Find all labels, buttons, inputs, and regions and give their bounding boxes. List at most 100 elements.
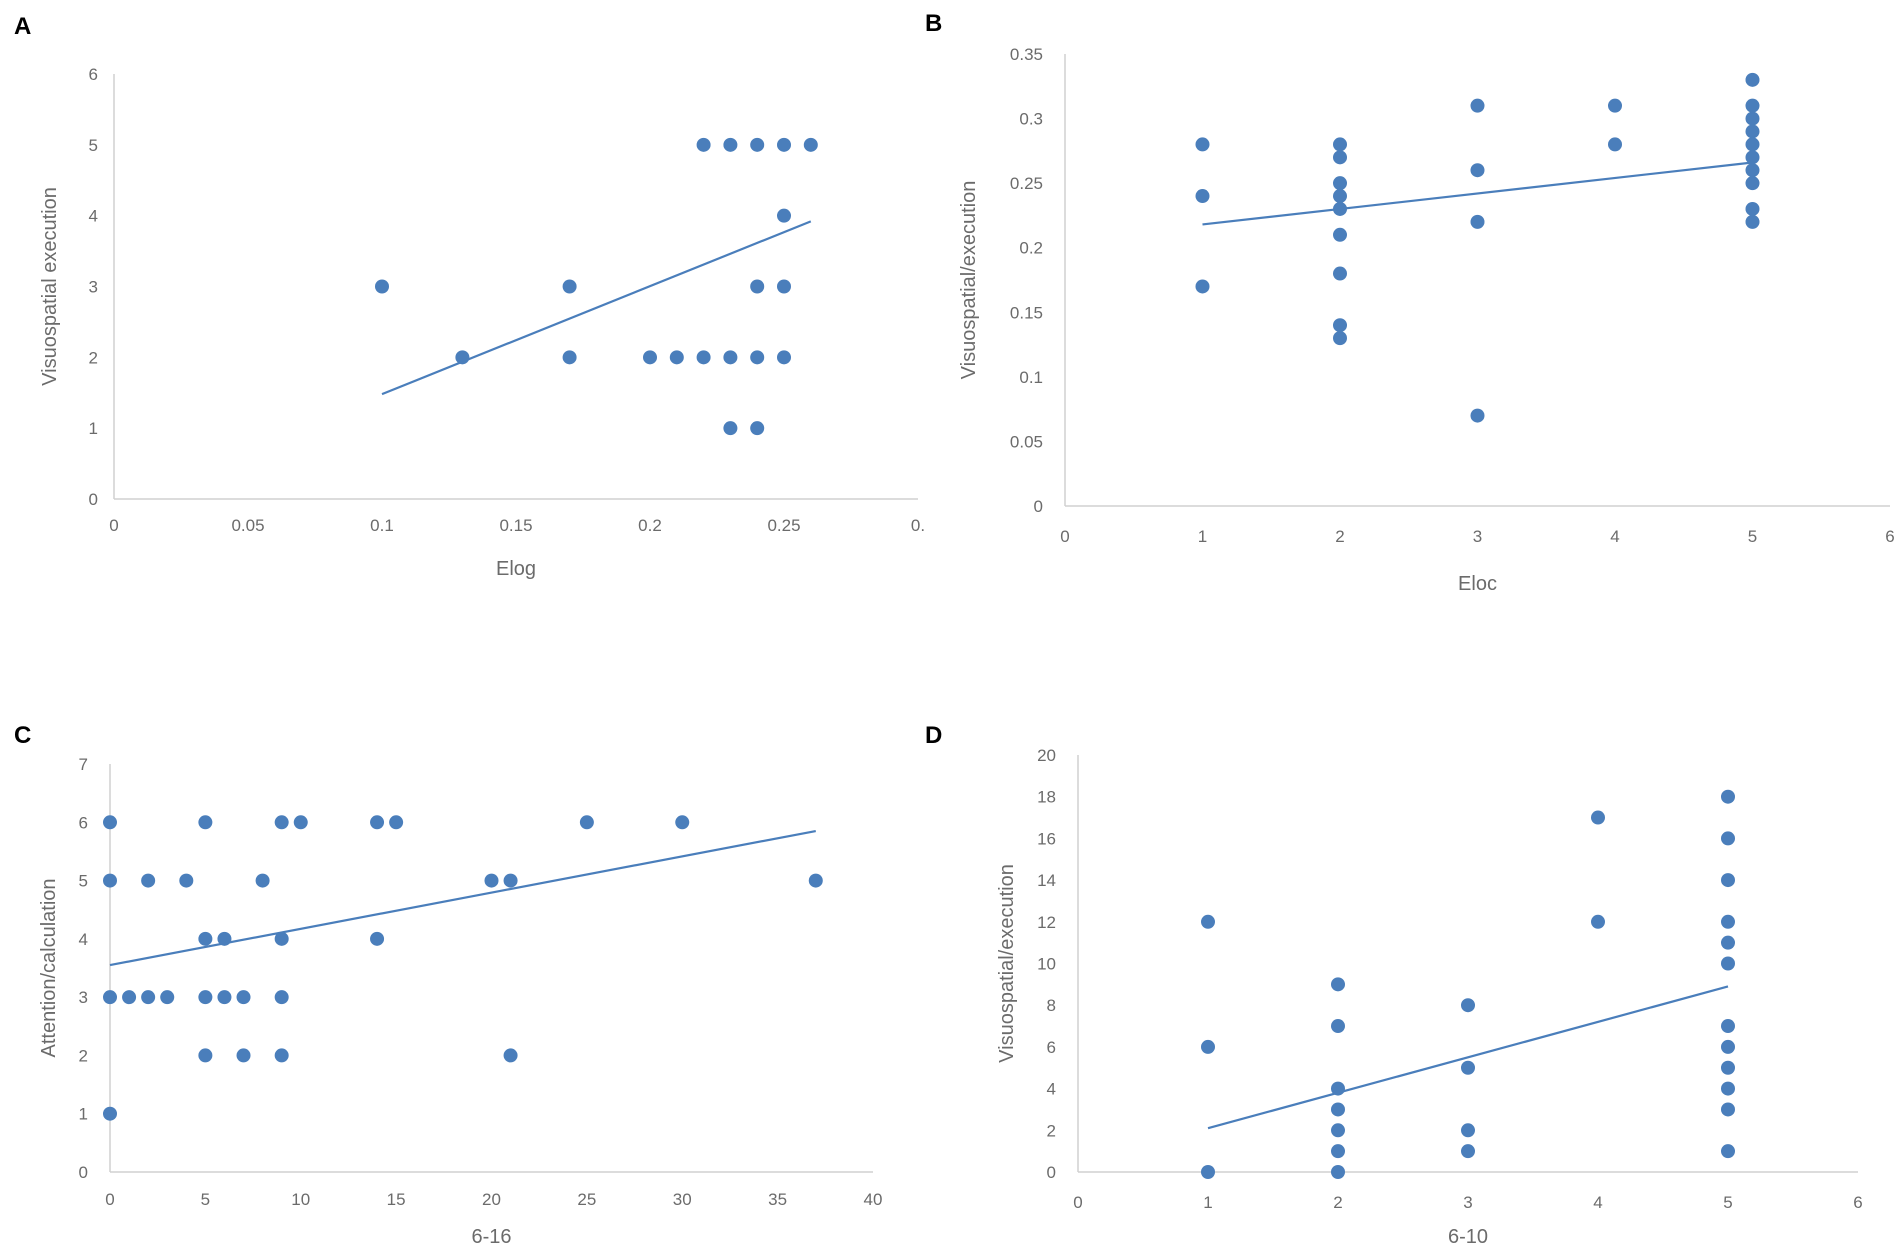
panel-d-data-point <box>1591 810 1605 825</box>
panel-a-x-tick-label: 0.05 <box>231 516 264 535</box>
panel-d-x-tick-label: 3 <box>1463 1193 1472 1212</box>
panel-d-y-tick-label: 8 <box>1047 996 1056 1015</box>
panel-d-y-ticks: 0 2 4 6 8 10 12 14 16 18 20 <box>1037 746 1056 1182</box>
panel-b-data-point <box>1333 137 1347 152</box>
panel-a-trendline <box>381 220 812 396</box>
panel-c-data-point <box>160 990 175 1005</box>
panel-d-data-point <box>1721 914 1735 929</box>
panel-d-data-point <box>1461 1144 1475 1159</box>
panel-b-y-tick-label: 0.35 <box>1010 45 1043 64</box>
panel-b-data-point <box>1195 279 1210 294</box>
panel-a-y-tick-label: 4 <box>89 207 98 226</box>
panel-b-data-point <box>1608 98 1622 113</box>
panel-d-x-ticks: 0 1 2 3 4 5 6 <box>1073 1193 1862 1212</box>
panel-c-data-point <box>293 815 308 830</box>
panel-d-y-tick-label: 6 <box>1047 1038 1056 1057</box>
panel-b-y-tick-label: 0.25 <box>1010 174 1043 193</box>
panel-b-data-point <box>1608 137 1622 152</box>
panel-b-x-tick-label: 4 <box>1610 527 1619 546</box>
panel-b-y-tick-label: 0.1 <box>1019 368 1043 387</box>
panel-a-data-point <box>562 350 577 365</box>
panel-b-x-axis-title: Eloc <box>1458 573 1497 595</box>
panel-c-data-point <box>198 1048 213 1063</box>
panel-c-data-point <box>274 990 289 1005</box>
panel-c-data-point <box>103 815 117 830</box>
panel-a-data-point <box>777 350 791 365</box>
panel-a-data-point <box>375 279 389 294</box>
panel-d-y-tick-label: 20 <box>1037 746 1056 765</box>
panel-d-data-point <box>1201 1165 1215 1179</box>
panel-a-data-point <box>696 350 711 365</box>
panel-c-y-axis-title: Attention/calculation <box>38 878 60 1057</box>
panel-c-y-tick-label: 0 <box>79 1163 88 1182</box>
panel-b-data-point <box>1745 111 1760 126</box>
panel-a-data-point <box>696 137 711 152</box>
panel-b-x-tick-label: 6 <box>1885 527 1894 546</box>
panel-c-data-point <box>274 815 289 830</box>
panel-b-x-ticks: 0 1 2 3 4 5 6 <box>1060 527 1894 546</box>
panel-label-a: A <box>14 13 31 40</box>
panel-b-x-tick-label: 2 <box>1335 527 1344 546</box>
panel-c-y-tick-label: 2 <box>79 1046 88 1065</box>
panel-b-x-tick-label: 1 <box>1198 527 1207 546</box>
panel-d-data-point <box>1721 956 1735 971</box>
panel-b-y-tick-label: 0.3 <box>1019 110 1043 129</box>
panel-c-data-point <box>808 873 823 888</box>
panel-b-x-tick-label: 3 <box>1473 527 1482 546</box>
panel-b-data-point <box>1745 137 1760 152</box>
panel-c-x-tick-label: 20 <box>482 1190 501 1209</box>
panel-b-data-point <box>1745 201 1760 216</box>
panel-d-data-point <box>1721 1060 1735 1075</box>
panel-c-data-point <box>103 873 117 888</box>
panel-c-y-ticks: 0 1 2 3 4 5 6 7 <box>79 755 88 1182</box>
panel-c-data-point <box>274 1048 289 1063</box>
panel-d-data-point <box>1461 998 1475 1013</box>
panel-b-points <box>1195 72 1760 423</box>
panel-a-points <box>375 137 818 436</box>
panel-a-data-point <box>750 350 765 365</box>
panel-d-y-tick-label: 16 <box>1037 829 1056 848</box>
panel-c-y-tick-label: 7 <box>79 755 88 774</box>
panel-d-data-point <box>1201 914 1215 929</box>
panel-c-data-point <box>484 873 499 888</box>
panel-c-data-point <box>370 815 385 830</box>
panel-c: C 0 5 10 15 20 25 30 35 40 0 1 2 3 4 5 6 7 6-16 Attenti… <box>14 722 882 1248</box>
panel-a-y-ticks: 0 1 2 3 4 5 6 <box>89 65 98 509</box>
panel-c-data-point <box>141 873 156 888</box>
panel-c-data-point <box>103 1106 117 1121</box>
panel-b-y-tick-label: 0.05 <box>1010 432 1043 451</box>
panel-b-data-point <box>1195 189 1210 204</box>
panel-b-axes <box>1064 54 1890 507</box>
panel-d-data-point <box>1721 1102 1735 1117</box>
panel-a-y-axis-title: Visuospatial execution <box>39 187 61 386</box>
panel-a-data-point <box>777 208 791 223</box>
panel-a-x-tick-label: 0. <box>911 516 925 535</box>
panel-b-y-axis-title: Visuospatial/execution <box>958 181 980 380</box>
panel-b-data-point <box>1333 331 1347 346</box>
panel-c-data-point <box>141 990 156 1005</box>
panel-d-data-point <box>1331 1144 1345 1159</box>
panel-c-data-point <box>274 931 289 946</box>
panel-d-data-point <box>1721 831 1735 846</box>
panel-c-data-point <box>179 873 194 888</box>
panel-c-x-tick-label: 25 <box>577 1190 596 1209</box>
panel-a-x-tick-label: 0.1 <box>370 516 394 535</box>
panel-b-data-point <box>1470 214 1485 229</box>
panel-b-data-point <box>1470 408 1485 423</box>
panel-d-data-point <box>1201 1039 1215 1054</box>
panel-c-points <box>103 815 823 1121</box>
panel-b-data-point <box>1333 176 1347 191</box>
panel-b-y-ticks: 0 0.05 0.1 0.15 0.2 0.25 0.3 0.35 <box>1010 45 1043 516</box>
panel-b-trendline <box>1202 161 1753 226</box>
panel-d-data-point <box>1331 977 1345 992</box>
panel-b-data-point <box>1333 227 1347 242</box>
panel-c-data-point <box>103 990 117 1005</box>
panel-b-data-point <box>1333 201 1347 216</box>
panel-a-data-point <box>750 421 765 436</box>
panel-a-x-axis-title: Elog <box>496 558 536 580</box>
panel-a-y-tick-label: 0 <box>89 490 98 509</box>
panel-d-data-point <box>1461 1060 1475 1075</box>
panel-d-x-tick-label: 1 <box>1203 1193 1212 1212</box>
panel-c-y-tick-label: 6 <box>79 813 88 832</box>
panel-d-points <box>1201 789 1735 1179</box>
